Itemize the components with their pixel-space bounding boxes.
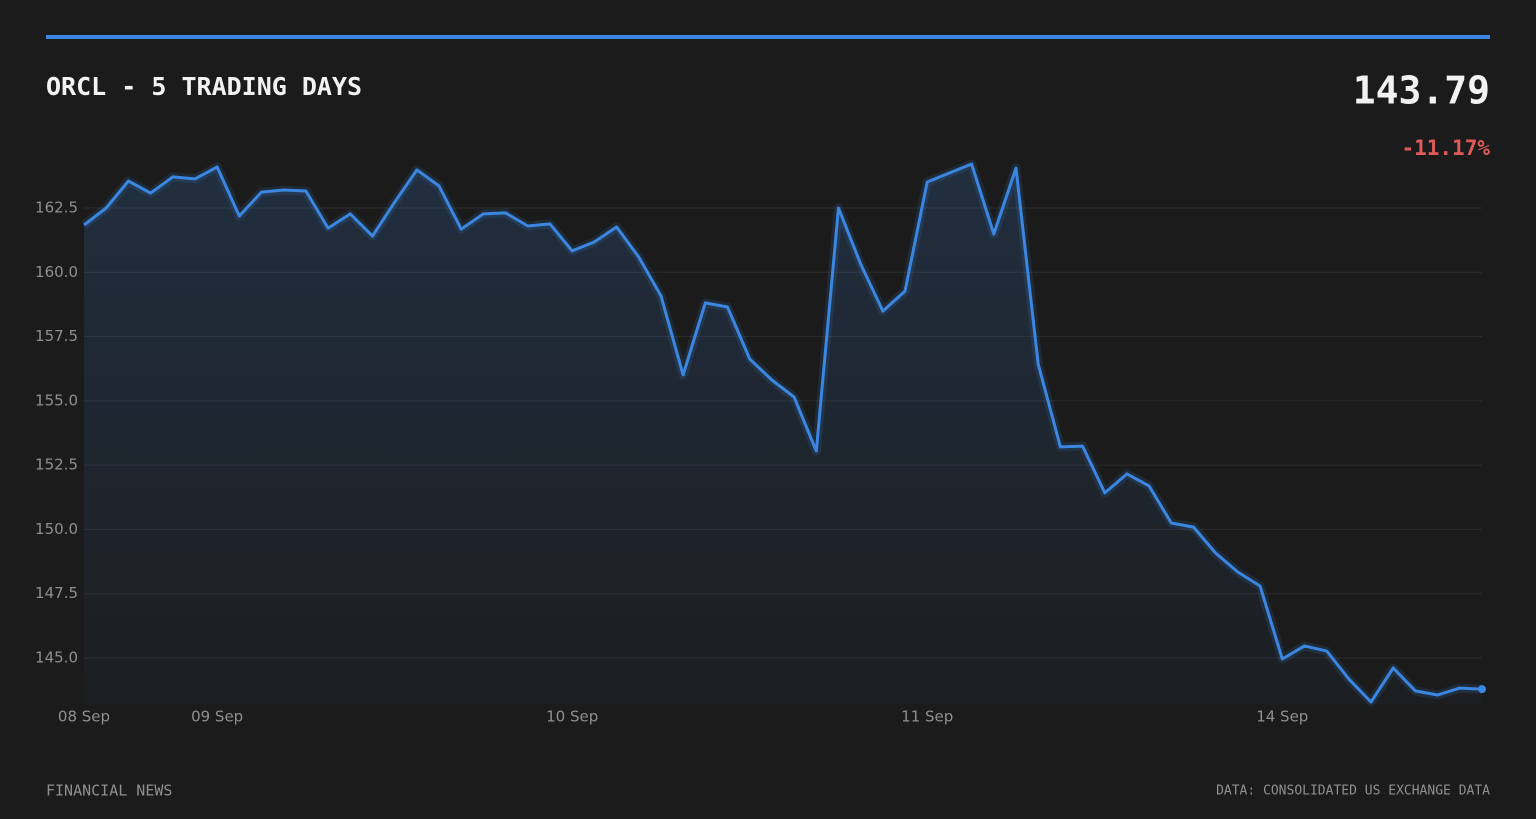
footer-left: FINANCIAL NEWS (46, 782, 172, 800)
x-tick-label: 14 Sep (1256, 708, 1308, 726)
change: -11.17% (1401, 136, 1490, 160)
y-tick-label: 147.5 (35, 584, 78, 602)
y-tick-label: 162.5 (35, 199, 78, 217)
area (84, 164, 1482, 705)
y-tick-label: 145.0 (35, 649, 78, 667)
chart-title: ORCL - 5 TRADING DAYS (46, 72, 362, 101)
y-tick-label: 155.0 (35, 391, 78, 409)
x-tick-label: 10 Sep (546, 708, 598, 726)
footer-right: DATA: CONSOLIDATED US EXCHANGE DATA (1216, 784, 1490, 799)
y-tick-label: 160.0 (35, 263, 78, 281)
top-bar (46, 35, 1490, 39)
y-tick-label: 150.0 (35, 520, 78, 538)
y-tick-label: 152.5 (35, 456, 78, 474)
y-tick-label: 157.5 (35, 327, 78, 345)
line (83, 162, 1483, 704)
x-tick-label: 08 Sep (58, 708, 110, 726)
x-tick-label: 11 Sep (901, 708, 953, 726)
x-tick-label: 09 Sep (191, 708, 243, 726)
last-price: 143.79 (1353, 69, 1490, 113)
last-point (1478, 685, 1486, 694)
